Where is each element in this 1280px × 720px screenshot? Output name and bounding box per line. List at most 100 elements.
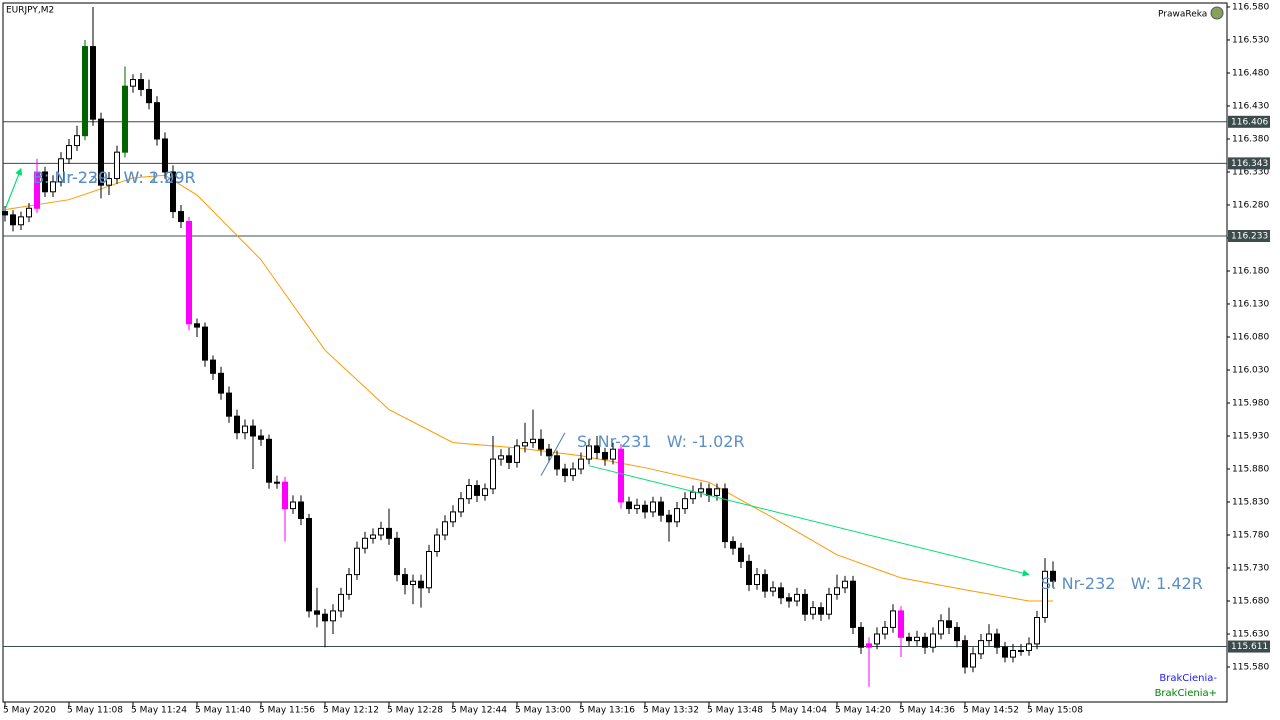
candle-body: [170, 171, 176, 213]
x-tick-label: 5 May 13:48: [707, 706, 763, 716]
trade-label: S: Nr-231 W: -1.02R: [577, 432, 745, 451]
candle-body: [802, 593, 808, 615]
y-tick-label: 115.780: [1232, 531, 1269, 541]
candle-body: [586, 445, 592, 460]
x-tick-label: 5 May 13:32: [643, 706, 699, 716]
x-tick-label: 5 May 14:52: [963, 706, 1019, 716]
candle-body: [666, 514, 672, 523]
candle-body: [898, 610, 904, 638]
candle-body: [722, 488, 728, 543]
candle-body: [58, 158, 64, 183]
candle-body: [594, 445, 600, 453]
candle-body: [282, 481, 288, 510]
y-tick-label: 116.480: [1232, 68, 1269, 78]
candle-body: [130, 79, 136, 87]
x-tick-label: 5 May 12:44: [451, 706, 507, 716]
candle-body: [602, 451, 608, 460]
candle-body: [250, 425, 256, 437]
level-label-box: [1228, 230, 1270, 242]
candle-body: [858, 626, 864, 648]
y-tick-label: 115.830: [1232, 498, 1269, 508]
candle-body: [810, 607, 816, 615]
candle-body: [642, 504, 648, 513]
candle-body: [1002, 646, 1008, 658]
candle-body: [650, 501, 656, 513]
candle-body: [682, 498, 688, 510]
trade-label: B: Nr-230 W: 1.29R: [33, 168, 196, 187]
candle-body: [818, 607, 824, 615]
y-tick-label: 116.080: [1232, 332, 1269, 342]
candle-body: [610, 448, 616, 460]
candle-body: [338, 593, 344, 612]
y-tick-label: 115.680: [1232, 597, 1269, 607]
candle-body: [458, 498, 464, 513]
candle-body: [274, 481, 280, 484]
x-tick-label: 5 May 14:36: [899, 706, 955, 716]
candle-body: [498, 455, 504, 460]
candle-body: [82, 46, 88, 137]
x-tick-label: 5 May 12:28: [387, 706, 443, 716]
y-tick-label: 115.880: [1232, 465, 1269, 475]
candle-body: [1018, 650, 1024, 653]
candle-body: [890, 610, 896, 628]
candle-body: [874, 633, 880, 645]
candle-body: [546, 448, 552, 457]
candle-body: [762, 574, 768, 592]
x-tick-label: 5 May 13:16: [579, 706, 635, 716]
candle-body: [570, 468, 576, 477]
trade-label: B: Nr-229 W: 2.09R: [33, 168, 196, 187]
level-label: 116.406: [1231, 117, 1268, 127]
candle-body: [210, 359, 216, 374]
candle-body: [786, 597, 792, 602]
candle-body: [690, 491, 696, 500]
y-tick-label: 116.580: [1232, 2, 1269, 12]
candle-body: [506, 455, 512, 463]
candle-body: [74, 135, 80, 147]
trade-line: [4, 168, 22, 210]
x-tick-label: 5 May 14:20: [835, 706, 891, 716]
candle-body: [306, 518, 312, 612]
candle-body: [394, 537, 400, 576]
candle-body: [362, 537, 368, 549]
candle-body: [138, 79, 144, 90]
candle-body: [1042, 570, 1048, 619]
candle-body: [450, 511, 456, 523]
candle-body: [842, 580, 848, 589]
candle-body: [370, 534, 376, 539]
candle-body: [626, 501, 632, 510]
level-label-box: [1228, 157, 1270, 170]
level-label: 116.343: [1231, 159, 1268, 169]
level-label: 116.233: [1231, 232, 1268, 242]
chart-title: EURJPY,M2: [6, 6, 54, 16]
legend-entry: BrakCienia-: [1159, 673, 1217, 684]
candle-body: [178, 211, 184, 222]
trade-label: S: Nr-232 W: 1.42R: [1041, 574, 1203, 593]
candle-body: [146, 88, 152, 104]
candle-body: [490, 458, 496, 490]
candle-body: [354, 547, 360, 576]
x-tick-label: 5 May 14:04: [771, 706, 827, 716]
candle-body: [730, 541, 736, 549]
candle-body: [578, 458, 584, 470]
candle-body: [18, 216, 24, 226]
candle-body: [834, 587, 840, 595]
candle-body: [66, 145, 72, 160]
x-tick-label: 5 May 2020: [3, 706, 56, 716]
y-tick-label: 116.380: [1232, 134, 1269, 144]
candle-body: [98, 118, 104, 186]
candle-body: [938, 620, 944, 635]
candle-body: [34, 171, 40, 209]
candle-body: [226, 392, 232, 417]
candle-body: [978, 640, 984, 655]
candle-body: [290, 501, 296, 510]
candle-body: [10, 214, 16, 226]
candle-body: [186, 220, 192, 325]
candle-body: [42, 171, 48, 193]
y-tick-label: 116.180: [1232, 266, 1269, 276]
level-label-box: [1228, 115, 1270, 128]
candle-body: [754, 574, 760, 586]
candle-body: [2, 211, 8, 216]
y-tick-label: 115.630: [1232, 630, 1269, 640]
candle-body: [234, 415, 240, 434]
